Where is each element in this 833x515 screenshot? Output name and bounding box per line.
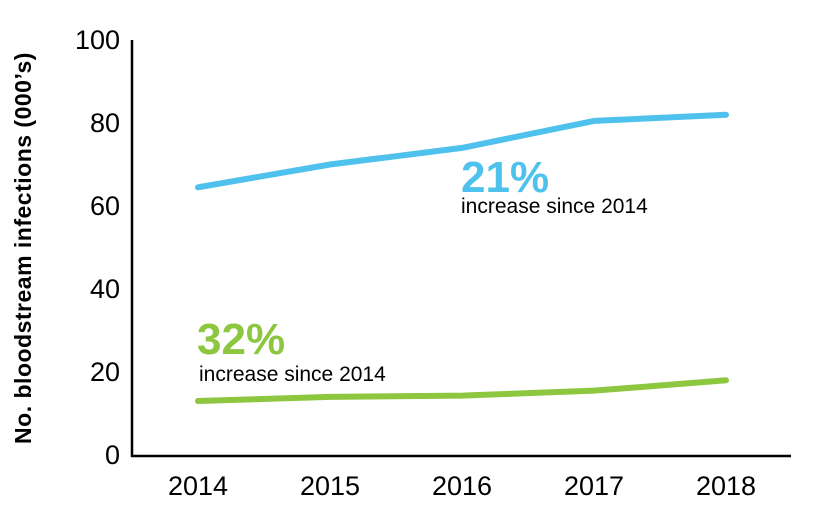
x-tick-label: 2016 — [432, 471, 492, 501]
y-tick-label: 80 — [90, 108, 120, 138]
y-axis-tick-labels: 0 20 40 60 80 100 — [75, 25, 120, 470]
y-tick-label: 60 — [90, 191, 120, 221]
x-tick-label: 2015 — [300, 471, 360, 501]
series-line-total-infections — [195, 111, 729, 191]
y-axis-title: No. bloodstream infections (000’s) — [10, 52, 36, 444]
x-tick-label: 2014 — [168, 471, 228, 501]
y-tick-label: 20 — [90, 357, 120, 387]
green-percent-subtext: increase since 2014 — [199, 363, 386, 386]
y-tick-label: 100 — [75, 25, 120, 55]
x-tick-label: 2017 — [564, 471, 624, 501]
y-tick-label: 0 — [105, 440, 120, 470]
blue-percent-callout: 21% — [461, 153, 549, 202]
y-tick-label: 40 — [90, 274, 120, 304]
x-tick-label: 2018 — [696, 471, 756, 501]
x-axis-tick-labels: 2014 2015 2016 2017 2018 — [168, 471, 756, 501]
series-line-resistant-infections — [195, 377, 729, 405]
blue-percent-subtext: increase since 2014 — [461, 195, 648, 218]
green-percent-callout: 32% — [197, 315, 285, 364]
